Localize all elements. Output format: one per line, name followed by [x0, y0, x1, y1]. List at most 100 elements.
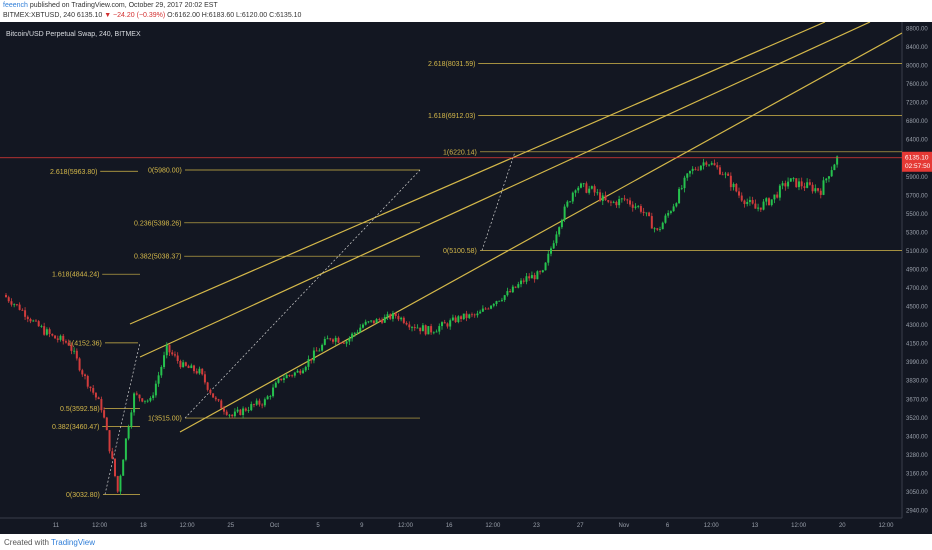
candle-body	[661, 222, 664, 230]
candle-body	[819, 190, 822, 195]
candle-body	[266, 396, 269, 400]
y-tick-label: 6800.00	[906, 119, 928, 125]
candle-body	[650, 216, 653, 229]
candle-body	[389, 314, 392, 319]
candle-body	[479, 311, 482, 314]
candle-body	[743, 200, 746, 205]
y-tick-label: 7200.00	[906, 101, 928, 107]
candle-body	[560, 219, 563, 228]
candle-body	[255, 400, 258, 405]
y-tick-label: 8400.00	[906, 45, 928, 51]
candle-body	[585, 183, 588, 193]
candle-body	[40, 326, 43, 327]
y-tick-label: 5700.00	[906, 193, 928, 199]
candle-body	[62, 335, 65, 342]
candle-body	[59, 335, 62, 340]
y-tick-label: 4150.00	[906, 342, 928, 348]
candle-body	[356, 332, 359, 334]
candle-body	[754, 203, 757, 209]
current-price-badge	[902, 151, 932, 172]
candle-body	[244, 408, 247, 411]
fib-level-label: 0.236(5398.26)	[134, 220, 181, 227]
candle-body	[680, 188, 683, 189]
candle-body	[609, 201, 612, 203]
candle-body	[705, 162, 708, 165]
candle-body	[500, 299, 503, 301]
candle-body	[367, 321, 370, 323]
candle-body	[75, 350, 78, 359]
candle-body	[220, 400, 223, 409]
candle-body	[176, 355, 179, 362]
candle-body	[604, 195, 607, 201]
candle-body	[476, 313, 479, 316]
channel-middle-line	[139, 22, 871, 358]
candle-body	[182, 362, 185, 368]
candle-body	[198, 368, 201, 374]
candle-body	[596, 192, 599, 194]
candle-body	[718, 167, 721, 175]
chart-area[interactable]: 2940.00 3050.00 3160.00 3280.00 3400.00 3520.…	[0, 22, 932, 534]
candle-body	[67, 342, 70, 346]
y-tick-label: 3830.00	[906, 379, 928, 385]
candle-body	[803, 186, 806, 188]
author-link[interactable]: feeench	[3, 2, 28, 9]
candle-body	[94, 392, 97, 398]
candle-body	[13, 304, 16, 306]
candle-body	[667, 212, 670, 216]
candle-body	[626, 199, 629, 201]
candle-body	[97, 397, 100, 400]
candle-body	[291, 375, 294, 377]
candle-body	[239, 409, 242, 416]
candle-body	[400, 317, 403, 320]
price-chart[interactable]: 2940.00 3050.00 3160.00 3280.00 3400.00 3520.…	[0, 22, 932, 534]
candle-body	[263, 399, 266, 406]
y-tick-label: 3520.00	[906, 416, 928, 422]
x-tick-label: 16	[446, 523, 453, 529]
trend-connector	[184, 169, 421, 419]
candle-body	[73, 350, 76, 352]
candle-body	[124, 438, 127, 460]
tradingview-logo[interactable]: TradingView	[51, 538, 96, 547]
candle-body	[187, 365, 190, 369]
candle-body	[490, 305, 493, 309]
candle-body	[653, 228, 656, 230]
y-tick-label: 3990.00	[906, 360, 928, 366]
candle-body	[43, 326, 46, 335]
candle-body	[470, 314, 473, 316]
candle-body	[209, 389, 212, 394]
candle-body	[190, 365, 193, 369]
y-tick-label: 8800.00	[906, 27, 928, 33]
candle-body	[359, 327, 362, 333]
candle-body	[618, 199, 621, 206]
candle-body	[171, 352, 174, 355]
candle-body	[383, 316, 386, 323]
candle-body	[304, 366, 307, 371]
candle-body	[258, 400, 261, 405]
candle-body	[397, 315, 400, 320]
candle-body	[827, 176, 830, 179]
x-tick-label: 12:00	[791, 523, 807, 529]
candle-body	[495, 301, 498, 304]
candle-body	[143, 400, 146, 402]
fib-level-label: 1(4152.36)	[68, 340, 102, 347]
candle-body	[797, 181, 800, 188]
candle-body	[631, 204, 634, 208]
candle-body	[645, 212, 648, 214]
candle-body	[353, 332, 356, 334]
candle-body	[833, 164, 836, 171]
candle-body	[372, 320, 375, 324]
fib-level-label: 1.618(4844.24)	[52, 272, 99, 279]
candle-body	[323, 339, 326, 345]
candle-body	[223, 408, 225, 412]
fib-level-label: 1(6220.14)	[443, 149, 477, 156]
symbol-line: BITMEX:XBTUSD, 240 6135.10 ▼ −24.20 (−0.…	[3, 12, 301, 19]
y-tick-label: 4900.00	[906, 268, 928, 274]
y-tick-label: 7600.00	[906, 82, 928, 88]
candle-body	[732, 184, 735, 188]
candle-body	[293, 372, 296, 376]
candle-body	[138, 394, 141, 399]
candle-body	[348, 338, 351, 342]
candle-body	[544, 262, 547, 271]
candle-body	[721, 174, 724, 176]
candle-body	[634, 206, 637, 208]
